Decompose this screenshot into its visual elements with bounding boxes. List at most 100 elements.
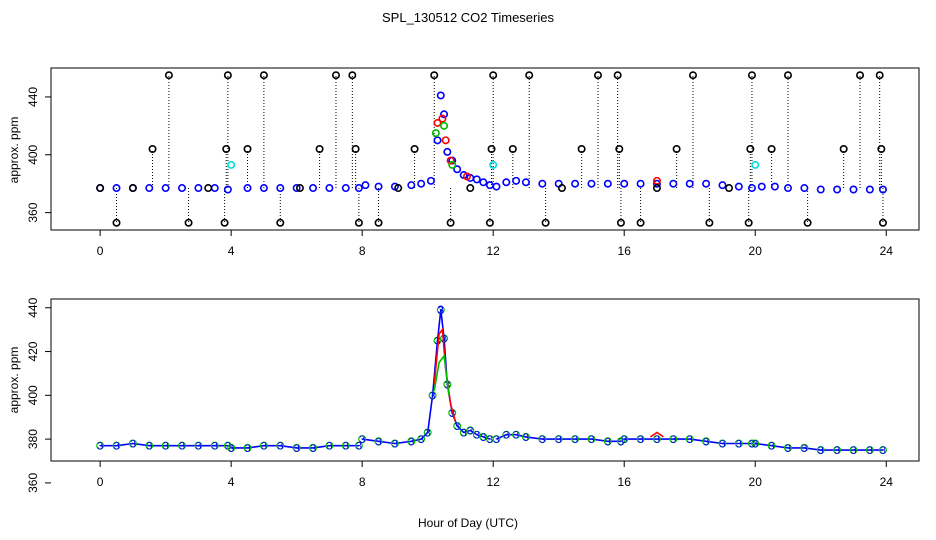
blue-data-point — [816, 185, 825, 194]
red-data-point — [433, 118, 442, 127]
blue-data-point — [512, 176, 521, 185]
blue-data-point — [210, 184, 219, 193]
black-data-point — [594, 71, 603, 80]
green-data-point — [636, 435, 645, 444]
point-label: 3 — [343, 441, 349, 453]
point-label: 3 — [195, 441, 201, 453]
black-data-point — [184, 218, 193, 227]
green-data-point — [734, 439, 743, 448]
point-label: 3 — [556, 434, 562, 446]
black-data-point — [725, 184, 734, 193]
green-data-point — [145, 441, 154, 450]
black-data-point — [705, 218, 714, 227]
green-data-point — [407, 437, 416, 446]
black-data-point — [128, 184, 137, 193]
green-data-point — [259, 441, 268, 450]
bottom-panel: approx. ppm 360 380 400 420 440 0 4 8 12… — [7, 297, 920, 530]
blue-data-point — [354, 184, 363, 193]
point-label: 3 — [277, 441, 283, 453]
green-data-point — [128, 439, 137, 448]
point-label: 3 — [146, 441, 152, 453]
bottom-y-ticks: 360 380 400 420 440 — [26, 297, 51, 493]
green-data-point — [390, 439, 399, 448]
blue-data-point — [161, 184, 170, 193]
blue-data-point — [587, 179, 596, 188]
black-data-point — [259, 71, 268, 80]
blue-data-point — [800, 184, 809, 193]
bottom-y-tick-label: 360 — [26, 473, 40, 493]
point-label: 3 — [294, 443, 300, 455]
bottom-x-tick-label: 0 — [97, 475, 104, 489]
green-series-line — [433, 353, 450, 396]
green-data-point — [783, 443, 792, 452]
green-data-point — [865, 446, 874, 455]
top-y-tick-label: 440 — [26, 87, 40, 107]
point-label: 3 — [769, 441, 775, 453]
black-data-point — [446, 218, 455, 227]
green-data-point — [521, 432, 530, 441]
black-data-point — [331, 71, 340, 80]
point-label: 3 — [97, 441, 103, 453]
green-data-point — [161, 441, 170, 450]
red-data-point — [462, 172, 471, 181]
green-data-point — [767, 441, 776, 450]
green-data-point — [538, 435, 547, 444]
point-label: 3 — [449, 408, 455, 420]
x-axis-label: Hour of Day (UTC) — [418, 516, 518, 530]
point-label: 3 — [572, 434, 578, 446]
red-series-line — [433, 327, 457, 422]
black-data-point — [222, 145, 231, 154]
point-label: 3 — [621, 434, 627, 446]
black-data-point — [410, 145, 419, 154]
blue-data-point — [479, 178, 488, 187]
point-label: 3 — [179, 441, 185, 453]
blue-data-point — [734, 182, 743, 191]
black-data-point — [164, 71, 173, 80]
blue-data-point — [878, 185, 887, 194]
bottom-x-tick-label: 12 — [487, 475, 501, 489]
blue-series-line — [496, 433, 621, 443]
point-label: 3 — [441, 333, 447, 345]
top-data-marks — [96, 71, 887, 227]
black-data-point — [577, 145, 586, 154]
point-label: 3 — [392, 438, 398, 450]
green-data-point — [669, 435, 678, 444]
black-data-point — [96, 184, 105, 193]
blue-data-point — [702, 179, 711, 188]
point-label: 3 — [503, 430, 509, 442]
point-label: 3 — [687, 434, 693, 446]
bottom-y-tick-label: 440 — [26, 297, 40, 317]
point-label: 3 — [588, 434, 594, 446]
blue-data-point — [259, 184, 268, 193]
blue-data-point — [770, 182, 779, 191]
blue-data-point — [436, 91, 445, 100]
point-label: 3 — [434, 336, 440, 348]
black-data-point — [394, 184, 403, 193]
point-label: 3 — [425, 428, 431, 440]
top-panel: approx. ppm 360 400 440 0 4 8 12 16 20 2… — [7, 67, 920, 258]
blue-series-line — [755, 442, 883, 451]
point-label: 3 — [212, 441, 218, 453]
point-label: 3 — [801, 443, 807, 455]
black-data-point — [525, 71, 534, 80]
green-data-point — [354, 441, 363, 450]
black-data-point — [351, 145, 360, 154]
point-label: 3 — [513, 430, 519, 442]
blue-data-point — [571, 179, 580, 188]
point-label: 3 — [785, 443, 791, 455]
top-y-ticks: 360 400 440 — [26, 87, 51, 223]
blue-data-point — [417, 179, 426, 188]
black-data-point — [744, 218, 753, 227]
point-label: 3 — [130, 438, 136, 450]
red-data-point — [438, 114, 447, 123]
blue-data-point — [341, 184, 350, 193]
point-label: 3 — [487, 434, 493, 446]
blue-data-point — [652, 179, 661, 188]
point-label: 3 — [605, 436, 611, 448]
black-data-point — [354, 218, 363, 227]
black-data-point — [489, 71, 498, 80]
black-data-point — [204, 184, 213, 193]
green-data-point — [587, 435, 596, 444]
bottom-y-tick-label: 380 — [26, 429, 40, 449]
